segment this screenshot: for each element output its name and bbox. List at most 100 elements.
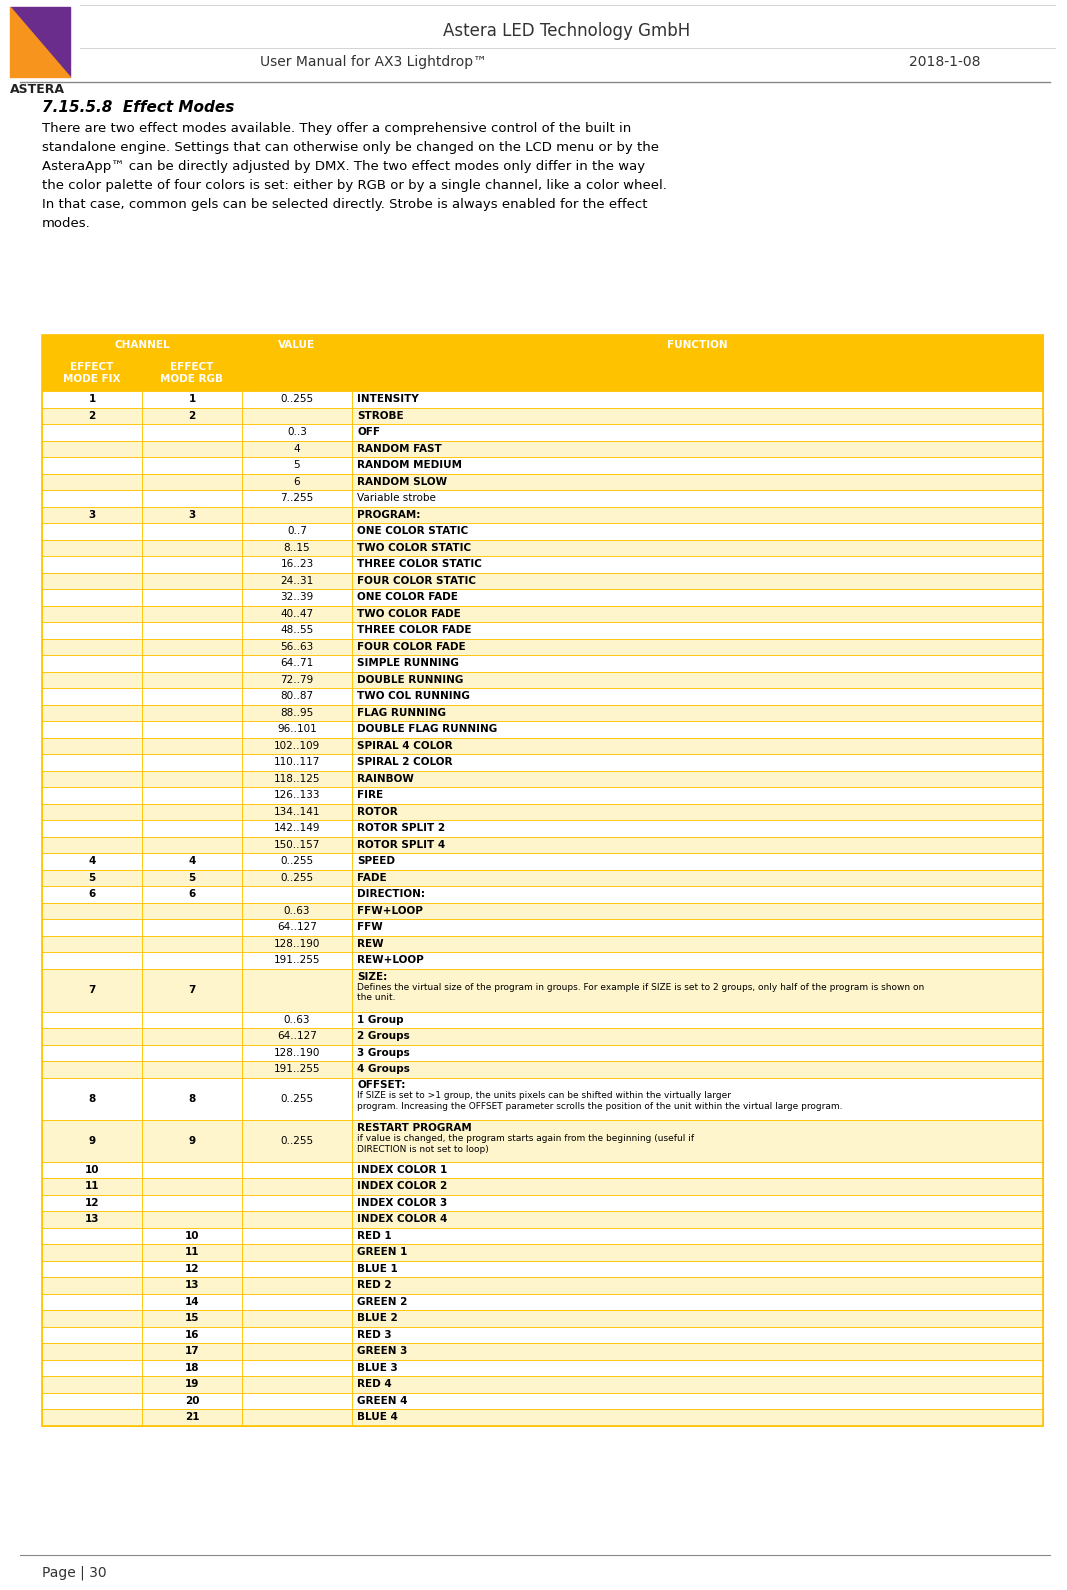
Bar: [42, 622, 142, 639]
Text: 4: 4: [89, 857, 96, 867]
Text: 7..255: 7..255: [281, 493, 314, 504]
Bar: [42, 803, 142, 820]
Text: 5: 5: [189, 873, 195, 882]
Bar: [352, 1393, 1044, 1409]
Text: 1 Group: 1 Group: [357, 1014, 403, 1024]
Text: ROTOR SPLIT 4: ROTOR SPLIT 4: [357, 840, 445, 849]
Bar: [242, 490, 352, 507]
Bar: [352, 952, 1044, 968]
Text: 88..95: 88..95: [281, 708, 314, 717]
Bar: [352, 1045, 1044, 1061]
Text: 21: 21: [185, 1412, 200, 1423]
Bar: [42, 787, 142, 803]
Bar: [42, 1061, 142, 1078]
Bar: [242, 1194, 352, 1212]
Text: 1: 1: [89, 394, 96, 404]
Bar: [42, 738, 142, 754]
Text: REW+LOOP: REW+LOOP: [357, 956, 424, 965]
Bar: [142, 671, 242, 688]
Text: 0..63: 0..63: [284, 1014, 310, 1024]
Bar: [352, 1294, 1044, 1310]
Text: 3: 3: [189, 510, 195, 520]
Bar: [142, 1261, 242, 1277]
Bar: [352, 886, 1044, 903]
Bar: [352, 440, 1044, 456]
Text: CHANNEL: CHANNEL: [114, 340, 170, 350]
Text: 102..109: 102..109: [274, 741, 320, 750]
Bar: [242, 870, 352, 886]
Text: DOUBLE RUNNING: DOUBLE RUNNING: [357, 674, 463, 685]
Text: 8: 8: [89, 1094, 96, 1103]
Bar: [142, 1393, 242, 1409]
Bar: [42, 639, 142, 655]
Text: FUNCTION: FUNCTION: [667, 340, 728, 350]
Bar: [242, 1045, 352, 1061]
Bar: [42, 671, 142, 688]
Text: INDEX COLOR 3: INDEX COLOR 3: [357, 1197, 447, 1208]
Text: 64..127: 64..127: [277, 1032, 317, 1041]
Bar: [242, 606, 352, 622]
Bar: [242, 1294, 352, 1310]
Bar: [42, 425, 142, 440]
Text: RAINBOW: RAINBOW: [357, 774, 414, 784]
Text: 5: 5: [293, 461, 300, 471]
Text: 128..190: 128..190: [274, 1048, 320, 1057]
Bar: [352, 854, 1044, 870]
Text: 13: 13: [84, 1215, 99, 1224]
Text: 0..63: 0..63: [284, 906, 310, 916]
Text: 16: 16: [185, 1329, 200, 1340]
Bar: [142, 870, 242, 886]
Bar: [242, 722, 352, 738]
Text: STROBE: STROBE: [357, 410, 403, 421]
Bar: [242, 590, 352, 606]
Text: 0..255: 0..255: [281, 1094, 314, 1103]
Text: GREEN 3: GREEN 3: [357, 1347, 408, 1356]
Bar: [142, 1227, 242, 1243]
Text: EFFECT
MODE RGB: EFFECT MODE RGB: [160, 363, 223, 383]
Text: Variable strobe: Variable strobe: [357, 493, 436, 504]
Text: 4 Groups: 4 Groups: [357, 1064, 410, 1075]
Bar: [352, 355, 1044, 391]
Text: 96..101: 96..101: [277, 725, 317, 735]
Text: SIZE:: SIZE:: [357, 971, 387, 981]
Bar: [352, 1326, 1044, 1344]
Bar: [142, 1310, 242, 1326]
Bar: [42, 771, 142, 787]
Text: 126..133: 126..133: [274, 790, 320, 800]
Bar: [42, 935, 142, 952]
Text: 11: 11: [84, 1181, 99, 1191]
Text: ONE COLOR FADE: ONE COLOR FADE: [357, 593, 458, 603]
Bar: [352, 919, 1044, 935]
Text: FADE: FADE: [357, 873, 386, 882]
Text: There are two effect modes available. They offer a comprehensive control of the : There are two effect modes available. Th…: [42, 122, 632, 135]
Bar: [142, 1326, 242, 1344]
Bar: [242, 1393, 352, 1409]
Bar: [242, 539, 352, 556]
Text: RED 4: RED 4: [357, 1380, 392, 1390]
Bar: [142, 622, 242, 639]
Text: BLUE 3: BLUE 3: [357, 1363, 398, 1372]
Bar: [352, 523, 1044, 539]
Text: SPIRAL 4 COLOR: SPIRAL 4 COLOR: [357, 741, 452, 750]
Bar: [352, 1243, 1044, 1261]
Text: Defines the virtual size of the program in groups. For example if SIZE is set to: Defines the virtual size of the program …: [357, 983, 924, 1002]
Bar: [142, 738, 242, 754]
Bar: [352, 968, 1044, 1011]
Bar: [242, 1409, 352, 1426]
Bar: [352, 1212, 1044, 1227]
Text: 3: 3: [89, 510, 96, 520]
Text: 6: 6: [189, 889, 195, 900]
Bar: [242, 1326, 352, 1344]
Bar: [142, 1011, 242, 1029]
Bar: [142, 1121, 242, 1162]
Bar: [42, 820, 142, 836]
Bar: [352, 655, 1044, 671]
Bar: [142, 507, 242, 523]
Bar: [352, 1377, 1044, 1393]
Bar: [42, 1261, 142, 1277]
Bar: [142, 886, 242, 903]
Bar: [352, 1409, 1044, 1426]
Text: 134..141: 134..141: [274, 806, 320, 817]
Bar: [242, 1061, 352, 1078]
Bar: [42, 490, 142, 507]
